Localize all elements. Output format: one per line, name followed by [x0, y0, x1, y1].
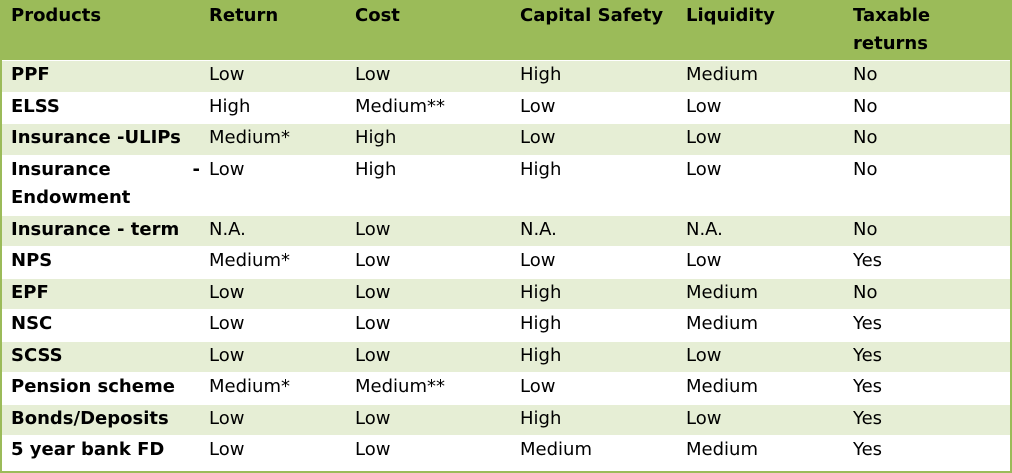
cell-cost: High [346, 154, 511, 215]
cell-return: Low [200, 154, 346, 215]
cell-product: ELSS [2, 91, 200, 124]
cell-capital-safety: High [511, 60, 677, 92]
cell-product: Insurance - term [2, 214, 200, 247]
cell-capital-safety: High [511, 154, 677, 215]
cell-cost: Low [346, 435, 511, 467]
cell-liquidity: Low [677, 246, 844, 278]
cell-capital-safety: Low [511, 372, 677, 404]
header-products: Products [2, 2, 200, 61]
cell-product: EPF [2, 277, 200, 310]
cell-capital-safety: Low [511, 91, 677, 124]
cell-return: Medium* [200, 246, 346, 278]
cell-product: SCSS [2, 340, 200, 373]
cell-product: Bonds/Deposits [2, 403, 200, 436]
table-row: NPS Medium* Low Low Low Yes [2, 246, 1010, 278]
cell-return: High [200, 91, 346, 124]
cell-return: N.A. [200, 214, 346, 247]
cell-liquidity: N.A. [677, 214, 844, 247]
cell-liquidity: Medium [677, 435, 844, 467]
cell-taxable: Yes [844, 403, 1010, 436]
table-row: Insurance - Endowment Low High High Low … [2, 154, 1010, 215]
cell-taxable: No [844, 60, 1010, 92]
cell-cost: Medium** [346, 372, 511, 404]
cell-capital-safety: N.A. [511, 214, 677, 247]
cell-taxable: No [844, 214, 1010, 247]
cell-product: NSC [2, 309, 200, 341]
cell-liquidity: Low [677, 123, 844, 155]
table-row: 5 year bank FD Low Low Medium Medium Yes [2, 435, 1010, 467]
cell-cost: Low [346, 277, 511, 310]
header-cost: Cost [346, 2, 511, 61]
header-capital-safety: Capital Safety [511, 2, 677, 61]
table-row: Insurance -ULIPs Medium* High Low Low No [2, 123, 1010, 155]
header-return: Return [200, 2, 346, 61]
cell-return: Low [200, 435, 346, 467]
table-row: EPF Low Low High Medium No [2, 277, 1010, 310]
cell-product: Pension scheme [2, 372, 200, 404]
cell-liquidity: Medium [677, 60, 844, 92]
cell-capital-safety: High [511, 340, 677, 373]
cell-liquidity: Low [677, 403, 844, 436]
cell-return: Low [200, 340, 346, 373]
cell-taxable: Yes [844, 309, 1010, 341]
cell-taxable: No [844, 123, 1010, 155]
cell-taxable: No [844, 277, 1010, 310]
cell-product: PPF [2, 60, 200, 92]
cell-liquidity: Low [677, 340, 844, 373]
table-row: SCSS Low Low High Low Yes [2, 340, 1010, 373]
cell-cost: Low [346, 246, 511, 278]
cell-cost: Low [346, 60, 511, 92]
table-row: Pension scheme Medium* Medium** Low Medi… [2, 372, 1010, 404]
cell-capital-safety: High [511, 403, 677, 436]
header-liquidity: Liquidity [677, 2, 844, 61]
cell-capital-safety: Low [511, 246, 677, 278]
cell-product: Insurance - Endowment [2, 154, 200, 215]
cell-return: Medium* [200, 123, 346, 155]
cell-return: Low [200, 277, 346, 310]
cell-capital-safety: High [511, 309, 677, 341]
header-taxable-returns: Taxable returns [844, 2, 1010, 61]
cell-liquidity: Low [677, 154, 844, 215]
header-row: Products Return Cost Capital Safety Liqu… [2, 2, 1010, 61]
cell-capital-safety: Low [511, 123, 677, 155]
cell-product: NPS [2, 246, 200, 278]
table-row: ELSS High Medium** Low Low No [2, 91, 1010, 124]
cell-return: Medium* [200, 372, 346, 404]
cell-cost: Low [346, 309, 511, 341]
cell-cost: Low [346, 214, 511, 247]
cell-taxable: No [844, 91, 1010, 124]
cell-taxable: Yes [844, 246, 1010, 278]
cell-cost: Low [346, 403, 511, 436]
table-body: PPF Low Low High Medium No ELSS High Med… [2, 60, 1010, 467]
table-row: PPF Low Low High Medium No [2, 60, 1010, 92]
cell-product: Insurance -ULIPs [2, 123, 200, 155]
cell-liquidity: Medium [677, 309, 844, 341]
cell-taxable: Yes [844, 372, 1010, 404]
cell-taxable: Yes [844, 340, 1010, 373]
investment-comparison-table: Products Return Cost Capital Safety Liqu… [2, 2, 1010, 467]
cell-liquidity: Medium [677, 277, 844, 310]
cell-capital-safety: Medium [511, 435, 677, 467]
cell-capital-safety: High [511, 277, 677, 310]
table-row: Bonds/Deposits Low Low High Low Yes [2, 403, 1010, 436]
cell-cost: Low [346, 340, 511, 373]
cell-cost: High [346, 123, 511, 155]
cell-product: 5 year bank FD [2, 435, 200, 467]
cell-liquidity: Medium [677, 372, 844, 404]
cell-taxable: Yes [844, 435, 1010, 467]
cell-return: Low [200, 309, 346, 341]
table-row: NSC Low Low High Medium Yes [2, 309, 1010, 341]
cell-taxable: No [844, 154, 1010, 215]
cell-return: Low [200, 403, 346, 436]
cell-return: Low [200, 60, 346, 92]
table-row: Insurance - term N.A. Low N.A. N.A. No [2, 214, 1010, 247]
table-header: Products Return Cost Capital Safety Liqu… [2, 2, 1010, 61]
cell-cost: Medium** [346, 91, 511, 124]
cell-liquidity: Low [677, 91, 844, 124]
